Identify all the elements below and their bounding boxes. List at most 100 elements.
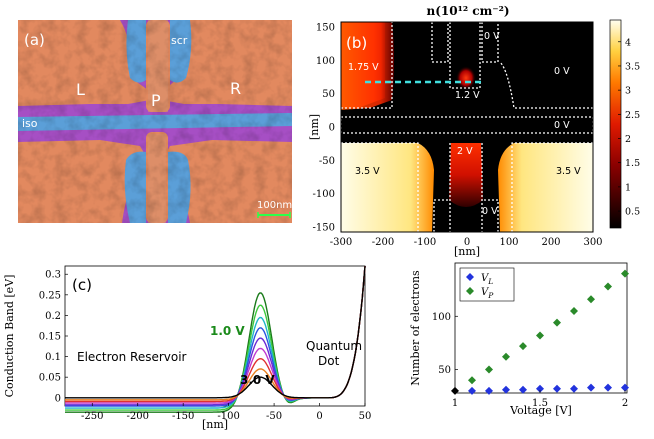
data-point	[536, 384, 544, 393]
y-tick-label: 50	[438, 365, 451, 376]
data-point	[621, 269, 629, 278]
data-point	[519, 342, 527, 351]
data-point	[519, 385, 527, 394]
colorbar-tick-label: 2	[625, 134, 631, 145]
label-iso: iso	[22, 117, 38, 130]
plot-frame	[64, 265, 366, 407]
colorbar-tick-label: 4	[625, 37, 631, 48]
x-axis-label: [nm]	[454, 245, 480, 258]
y-tick-labels: 150 100 50 0 -50 -100 -150	[313, 23, 335, 234]
voltage-label: 1.2 V	[455, 90, 480, 101]
colorbar-tick-label: 1.5	[625, 158, 640, 169]
data-point	[468, 386, 476, 395]
y-tick-label: 50	[322, 89, 335, 100]
x-axis-label: [nm]	[202, 418, 228, 431]
x-tick-label: -200	[372, 237, 394, 248]
colorbar-tick-label: 0.5	[625, 207, 640, 218]
label-l: L	[76, 80, 85, 99]
data-point	[502, 385, 510, 394]
label-r: R	[230, 79, 241, 98]
data-point	[468, 376, 476, 385]
colorbar-tick-label: 2.5	[625, 110, 640, 121]
band-line	[65, 265, 366, 399]
x-tick-label: 100	[499, 237, 518, 248]
density-map: (b) 0 V 0 V 1.75 V 1.2 V 0 V 2 V 3.5 V 3…	[308, 4, 640, 258]
y-axis-label: Number of electrons	[409, 270, 422, 386]
colorbar-tick-label: 1	[625, 182, 631, 193]
colorbar	[609, 19, 622, 229]
voltage-label: 0 V	[484, 31, 500, 42]
panel-c-label: (c)	[72, 276, 92, 294]
sem-texture	[18, 20, 292, 223]
voltage-label: 1.75 V	[348, 62, 379, 73]
data-point	[485, 365, 493, 374]
x-tick-label: -150	[172, 411, 194, 422]
legend-marker	[466, 287, 474, 295]
band-lines	[65, 265, 366, 413]
y-tick-label: 0.05	[39, 373, 61, 384]
data-point	[587, 295, 595, 304]
y-tick-label: 0.15	[39, 332, 61, 343]
y-tick-label: 0	[329, 123, 335, 134]
annotation-reservoir: Electron Reservoir	[77, 350, 187, 364]
y-tick-label: 100	[316, 56, 335, 67]
x-tick-label: -100	[217, 411, 239, 422]
x-tick-label: 2	[622, 398, 628, 409]
x-tick-label: -200	[126, 411, 148, 422]
x-tick-labels: 1 1.5 2	[452, 390, 628, 409]
x-tick-label: 300	[583, 237, 602, 248]
colorbar-tick-label: 3	[625, 86, 631, 97]
data-point	[621, 383, 629, 392]
region-3-5v-right	[498, 143, 593, 232]
legend-label: VL	[481, 273, 493, 286]
y-tick-label: 150	[316, 23, 335, 34]
density-title: n(10¹² cm⁻²)	[426, 4, 509, 18]
data-point	[570, 306, 578, 315]
legend-marker	[466, 273, 474, 281]
annotation-dot: Dot	[318, 354, 340, 368]
x-tick-label: -50	[266, 411, 282, 422]
data-point	[553, 384, 561, 393]
x-tick-labels: -300 -200 -100 0 100 200 300	[330, 237, 603, 248]
panel-b-label: (b)	[346, 34, 367, 52]
x-tick-label: -300	[330, 237, 352, 248]
y-tick-label: 100	[432, 312, 451, 323]
data-point	[604, 282, 612, 291]
x-tick-label: 1	[452, 398, 458, 409]
y-tick-label: -100	[313, 189, 335, 200]
data-point	[502, 352, 510, 361]
data-point	[536, 331, 544, 340]
voltage-label: 2 V	[457, 146, 473, 157]
x-tick-label: 1.5	[532, 398, 548, 409]
y-axis-label: [nm]	[308, 114, 321, 140]
annotation-3v: 3.0 V	[240, 373, 275, 387]
label-p: P	[151, 91, 161, 110]
voltage-label: 3.5 V	[556, 166, 581, 177]
x-tick-label: 0	[316, 411, 322, 422]
voltage-label: 0 V	[554, 66, 570, 77]
colorbar-ticks: 4 3.5 3 2.5 2 1.5 1 0.5	[618, 37, 640, 218]
voltage-label: 3.5 V	[355, 166, 380, 177]
voltage-label: 0 V	[554, 120, 570, 131]
legend	[459, 267, 515, 302]
y-tick-label: 0.2	[45, 311, 61, 322]
x-tick-label: -250	[81, 411, 103, 422]
map-frame	[340, 21, 594, 233]
data-point	[570, 384, 578, 393]
sem-image: (a) scr L P R iso 100nm	[18, 20, 292, 223]
voltage-label: 0 V	[482, 206, 498, 217]
legend-label: VP	[481, 287, 494, 300]
annotation-1v: 1.0 V	[210, 324, 245, 338]
panel-a-label: (a)	[24, 31, 45, 49]
x-tick-label: -100	[414, 237, 436, 248]
y-tick-label: 0.1	[45, 352, 61, 363]
y-tick-label: 0.3	[45, 270, 61, 281]
colorbar-tick-label: 3.5	[625, 61, 640, 72]
scalebar-label: 100nm	[257, 200, 292, 211]
y-axis-label: Conduction Band [eV]	[3, 275, 16, 398]
region-2v	[449, 143, 483, 207]
label-scr: scr	[171, 34, 188, 47]
